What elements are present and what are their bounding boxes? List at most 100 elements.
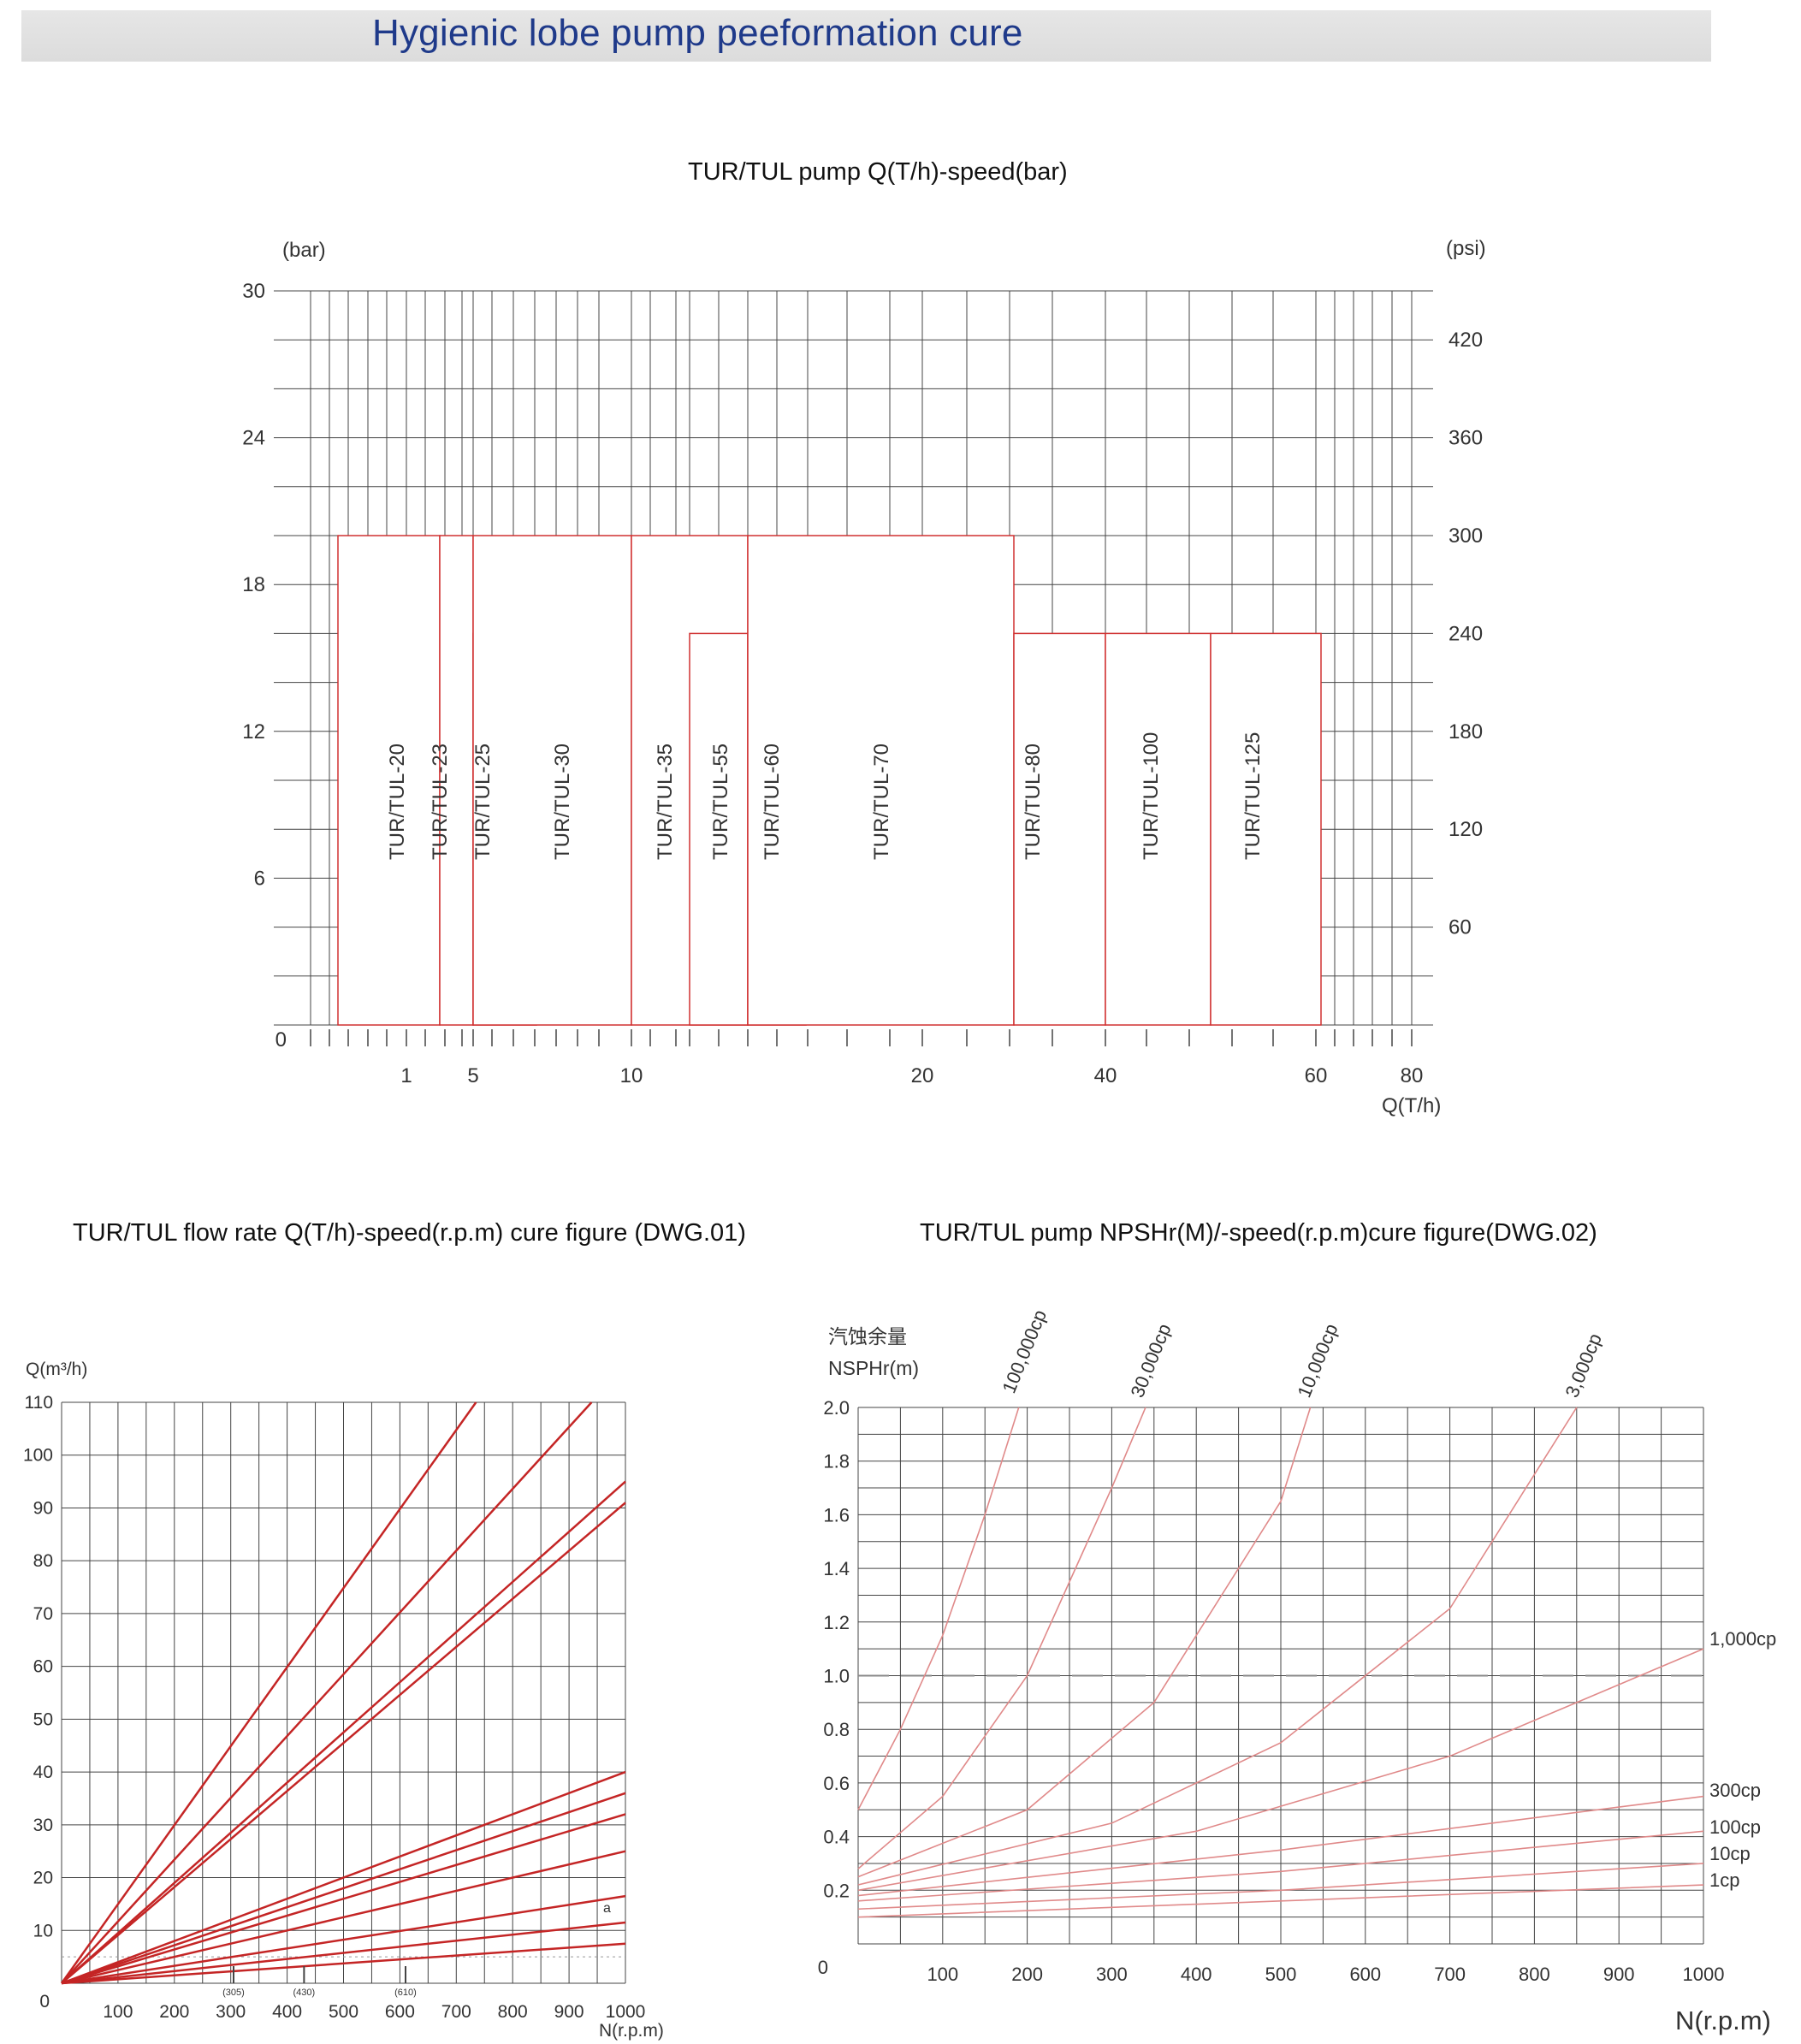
x-tick-3: 20 bbox=[911, 1064, 934, 1087]
c2-y-tick-10: 100 bbox=[23, 1446, 53, 1466]
x-tick-0: 1 bbox=[400, 1064, 412, 1087]
c3-x-tick-4: 500 bbox=[1265, 1964, 1297, 1985]
c2-x-label: N(r.p.m) bbox=[599, 2021, 664, 2041]
c3-y-tick-7: 1.4 bbox=[823, 1558, 850, 1579]
pump-label-7: TUR/TUL-70 bbox=[870, 744, 893, 860]
c3-series-label-3: 3,000cp bbox=[1561, 1330, 1606, 1401]
x-tick-4: 40 bbox=[1094, 1064, 1117, 1087]
y-right-tick-6: 420 bbox=[1449, 329, 1483, 352]
c2-x-tick-2: 300 bbox=[216, 2002, 246, 2022]
c3-x-tick-0: 100 bbox=[927, 1964, 958, 1985]
c3-x-tick-6: 700 bbox=[1434, 1964, 1466, 1985]
c2-series-3 bbox=[61, 1502, 626, 1984]
y-left-tick-0: 0 bbox=[275, 1028, 287, 1052]
pump-bar-8 bbox=[1013, 632, 1106, 1026]
pump-label-8: TUR/TUL-80 bbox=[1022, 744, 1045, 860]
c2-annotation: a bbox=[603, 1901, 611, 1916]
c3-x-tick-1: 200 bbox=[1011, 1964, 1043, 1985]
c2-x-tick-4: 500 bbox=[329, 2002, 358, 2022]
c2-series-4 bbox=[61, 1770, 626, 1985]
c2-x-tick-1: 200 bbox=[159, 2002, 189, 2022]
c2-x-tick-3: 400 bbox=[272, 2002, 302, 2022]
pump-bar-7 bbox=[747, 535, 1015, 1026]
c3-x-tick-8: 900 bbox=[1603, 1964, 1635, 1985]
y-left-tick-1: 6 bbox=[254, 867, 265, 890]
pump-label-9: TUR/TUL-100 bbox=[1140, 732, 1163, 860]
c2-y-tick-1: 10 bbox=[33, 1921, 53, 1940]
c3-series-2 bbox=[857, 1407, 1312, 1878]
c3-y-label: NSPHr(m) bbox=[828, 1357, 919, 1379]
c2-sub-tick-1: (430) bbox=[293, 1988, 316, 1998]
c2-y-tick-6: 60 bbox=[33, 1657, 53, 1677]
x-tick-6: 80 bbox=[1401, 1064, 1424, 1087]
c3-series-label-1: 30,000cp bbox=[1126, 1321, 1175, 1401]
y-left-label: (bar) bbox=[282, 239, 326, 262]
c2-y-tick-4: 40 bbox=[33, 1763, 53, 1782]
c2-y-tick-5: 50 bbox=[33, 1709, 53, 1729]
pump-label-10: TUR/TUL-125 bbox=[1241, 732, 1265, 860]
c3-y-tick-6: 1.2 bbox=[823, 1612, 850, 1633]
pump-label-2: TUR/TUL-25 bbox=[471, 744, 495, 860]
c3-series-label-2: 10,000cp bbox=[1293, 1321, 1342, 1401]
pump-label-6: TUR/TUL-60 bbox=[761, 744, 784, 860]
c3-y-tick-3: 0.6 bbox=[823, 1773, 850, 1794]
pump-bar-3 bbox=[472, 535, 632, 1026]
x-tick-2: 10 bbox=[620, 1064, 643, 1087]
y-right-tick-1: 120 bbox=[1449, 818, 1483, 841]
pump-label-5: TUR/TUL-55 bbox=[709, 744, 732, 860]
c2-series-10 bbox=[61, 1942, 626, 1985]
c2-y-tick-9: 90 bbox=[33, 1498, 53, 1518]
c3-series-label-8: 1cp bbox=[1709, 1869, 1739, 1891]
x-tick-5: 60 bbox=[1305, 1064, 1328, 1087]
c2-x-tick-9: 1000 bbox=[606, 2002, 646, 2022]
y-right-tick-3: 240 bbox=[1449, 622, 1483, 645]
c3-y-tick-9: 1.8 bbox=[823, 1451, 850, 1472]
c3-series-label-4: 1,000cp bbox=[1709, 1628, 1776, 1650]
c3-series-5 bbox=[857, 1795, 1704, 1897]
c3-y-tick-5: 1.0 bbox=[823, 1666, 850, 1687]
c2-series-5 bbox=[61, 1792, 626, 1985]
c2-x-tick-7: 800 bbox=[498, 2002, 528, 2022]
c3-series-6 bbox=[857, 1830, 1704, 1902]
c2-y-tick-3: 30 bbox=[33, 1816, 53, 1835]
c3-x-label: N(r.p.m) bbox=[1675, 2005, 1771, 2035]
pump-label-4: TUR/TUL-35 bbox=[654, 744, 677, 860]
c3-y-label-cn: 汽蚀余量 bbox=[828, 1325, 907, 1348]
c3-y-tick-0: 0 bbox=[818, 1957, 828, 1978]
y-left-tick-5: 30 bbox=[242, 280, 265, 303]
c2-x-tick-5: 600 bbox=[385, 2002, 415, 2022]
c3-x-tick-7: 800 bbox=[1519, 1964, 1550, 1985]
c2-y-tick-7: 70 bbox=[33, 1604, 53, 1624]
c2-y-tick-2: 20 bbox=[33, 1869, 53, 1888]
y-right-tick-0: 60 bbox=[1449, 916, 1472, 939]
c3-x-tick-3: 400 bbox=[1181, 1964, 1212, 1985]
x-tick-1: 5 bbox=[467, 1064, 478, 1087]
c3-series-label-0: 100,000cp bbox=[998, 1306, 1051, 1396]
pump-label-1: TUR/TUL-23 bbox=[429, 744, 452, 860]
c2-y-tick-0: 0 bbox=[39, 1992, 50, 2011]
c2-y-label: Q(m³/h) bbox=[26, 1360, 87, 1379]
y-left-tick-4: 24 bbox=[242, 427, 265, 450]
c3-series-1 bbox=[857, 1407, 1146, 1869]
pump-bar-5 bbox=[689, 632, 749, 1026]
y-right-tick-2: 180 bbox=[1449, 720, 1483, 744]
c2-series-7 bbox=[61, 1850, 626, 1985]
c3-y-tick-2: 0.4 bbox=[823, 1827, 850, 1848]
c3-series-label-7: 10cp bbox=[1709, 1843, 1751, 1864]
y-left-tick-3: 18 bbox=[242, 573, 265, 596]
c3-y-tick-1: 0.2 bbox=[823, 1880, 850, 1901]
c3-y-tick-4: 0.8 bbox=[823, 1719, 850, 1740]
c2-sub-tick-2: (610) bbox=[394, 1988, 417, 1998]
c3-series-8 bbox=[857, 1884, 1704, 1918]
x-axis-label: Q(T/h) bbox=[1382, 1094, 1441, 1117]
c3-series-3 bbox=[857, 1407, 1578, 1886]
c3-x-tick-2: 300 bbox=[1096, 1964, 1128, 1985]
y-left-tick-2: 12 bbox=[242, 720, 265, 744]
pump-bar-1 bbox=[439, 535, 474, 1026]
title-band bbox=[21, 10, 1711, 62]
y-right-tick-5: 360 bbox=[1449, 427, 1483, 450]
pump-bar-9 bbox=[1105, 632, 1212, 1026]
pump-label-0: TUR/TUL-20 bbox=[386, 744, 409, 860]
c3-series-label-6: 100cp bbox=[1709, 1816, 1761, 1838]
c3-x-tick-5: 600 bbox=[1349, 1964, 1381, 1985]
